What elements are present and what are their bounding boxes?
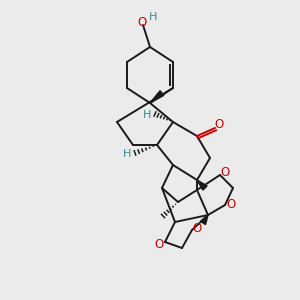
- Text: O: O: [192, 221, 202, 235]
- Text: O: O: [137, 16, 147, 29]
- Text: O: O: [154, 238, 164, 250]
- Text: H: H: [123, 149, 131, 159]
- Text: O: O: [220, 166, 230, 178]
- Text: O: O: [226, 197, 236, 211]
- Text: H: H: [149, 12, 157, 22]
- Polygon shape: [150, 91, 164, 103]
- Polygon shape: [200, 215, 208, 225]
- Text: H: H: [143, 110, 151, 120]
- Text: O: O: [214, 118, 224, 131]
- Polygon shape: [197, 180, 207, 190]
